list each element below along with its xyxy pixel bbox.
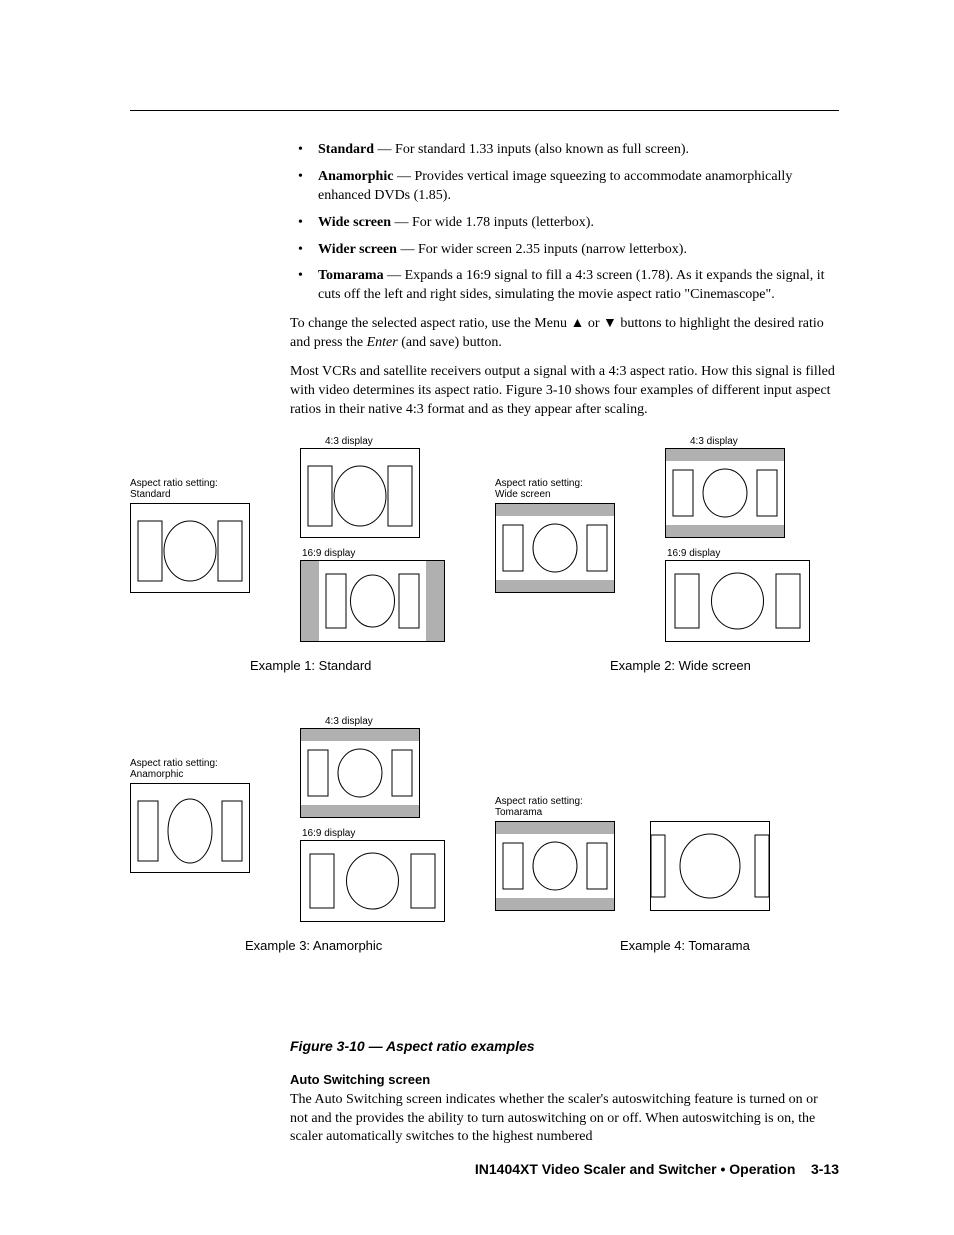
bullet-item: Standard — For standard 1.33 inputs (als… — [290, 141, 839, 160]
figure-area: Aspect ratio setting: Standard 4:3 displ… — [130, 438, 839, 1028]
ex2-169 — [665, 560, 810, 642]
text-frag: To change the selected aspect ratio, use… — [290, 316, 570, 331]
bullet-desc: — For wider screen 2.35 inputs (narrow l… — [397, 242, 687, 257]
ex1-caption: Example 1: Standard — [250, 658, 371, 673]
ex4-caption: Example 4: Tomarama — [620, 938, 750, 953]
ex3-source — [130, 783, 250, 873]
label-text: Tomarama — [495, 807, 542, 818]
ex4-result — [650, 821, 770, 911]
enter-word: Enter — [367, 335, 398, 350]
ex1-43 — [300, 448, 420, 538]
change-paragraph: To change the selected aspect ratio, use… — [290, 315, 839, 353]
ex1-169 — [300, 560, 445, 642]
bullet-term: Standard — [318, 142, 374, 157]
label-text: Aspect ratio setting: — [130, 758, 218, 769]
label-text: Aspect ratio setting: — [130, 478, 218, 489]
vcr-paragraph: Most VCRs and satellite receivers output… — [290, 363, 839, 420]
ex3-169 — [300, 840, 445, 922]
text-frag: or — [584, 316, 603, 331]
text-frag: (and save) button. — [398, 335, 502, 350]
bullet-item: Wider screen — For wider screen 2.35 inp… — [290, 241, 839, 260]
bullet-item: Wide screen — For wide 1.78 inputs (lett… — [290, 214, 839, 233]
body-text: Standard — For standard 1.33 inputs (als… — [290, 141, 839, 420]
bullet-term: Anamorphic — [318, 169, 393, 184]
label-text: Aspect ratio setting: — [495, 796, 583, 807]
ex3-caption: Example 3: Anamorphic — [245, 938, 382, 953]
ex1-source — [130, 503, 250, 593]
ex2-caption: Example 2: Wide screen — [610, 658, 751, 673]
display-label-169: 16:9 display — [667, 548, 720, 559]
display-label-43: 4:3 display — [325, 716, 373, 727]
top-rule — [130, 110, 839, 111]
footer-page-number: 3-13 — [811, 1161, 839, 1177]
label-text: Wide screen — [495, 489, 551, 500]
ex3-43 — [300, 728, 420, 818]
bullet-item: Tomarama — Expands a 16:9 signal to fill… — [290, 267, 839, 305]
display-label-169: 16:9 display — [302, 548, 355, 559]
ex4-source — [495, 821, 615, 911]
bullet-item: Anamorphic — Provides vertical image squ… — [290, 168, 839, 206]
display-label-169: 16:9 display — [302, 828, 355, 839]
down-triangle-icon: ▼ — [603, 316, 617, 331]
bullet-desc: — For standard 1.33 inputs (also known a… — [374, 142, 689, 157]
bullet-desc: — For wide 1.78 inputs (letterbox). — [391, 215, 594, 230]
ar-setting-label: Aspect ratio setting: Tomarama — [495, 796, 583, 818]
para-text: The Auto Switching screen indicates whet… — [290, 1091, 839, 1148]
footer-title: IN1404XT Video Scaler and Switcher • Ope… — [475, 1161, 796, 1177]
display-label-43: 4:3 display — [690, 436, 738, 447]
ex2-43 — [665, 448, 785, 538]
ar-setting-label: Aspect ratio setting: Wide screen — [495, 478, 583, 500]
up-triangle-icon: ▲ — [570, 316, 584, 331]
label-text: Anamorphic — [130, 769, 183, 780]
bullet-term: Wide screen — [318, 215, 391, 230]
label-text: Aspect ratio setting: — [495, 478, 583, 489]
label-text: Standard — [130, 489, 171, 500]
ex2-source — [495, 503, 615, 593]
display-label-43: 4:3 display — [325, 436, 373, 447]
page-footer: IN1404XT Video Scaler and Switcher • Ope… — [475, 1161, 839, 1177]
bullet-desc: — Expands a 16:9 signal to fill a 4:3 sc… — [318, 268, 825, 302]
bullet-term: Tomarama — [318, 268, 384, 283]
ar-setting-label: Aspect ratio setting: Standard — [130, 478, 218, 500]
bullet-term: Wider screen — [318, 242, 397, 257]
bullet-list: Standard — For standard 1.33 inputs (als… — [290, 141, 839, 305]
auto-switching-paragraph: The Auto Switching screen indicates whet… — [290, 1091, 839, 1148]
ar-setting-label: Aspect ratio setting: Anamorphic — [130, 758, 218, 780]
figure-caption: Figure 3-10 — Aspect ratio examples — [290, 1038, 839, 1054]
subsection-heading: Auto Switching screen — [290, 1072, 839, 1087]
